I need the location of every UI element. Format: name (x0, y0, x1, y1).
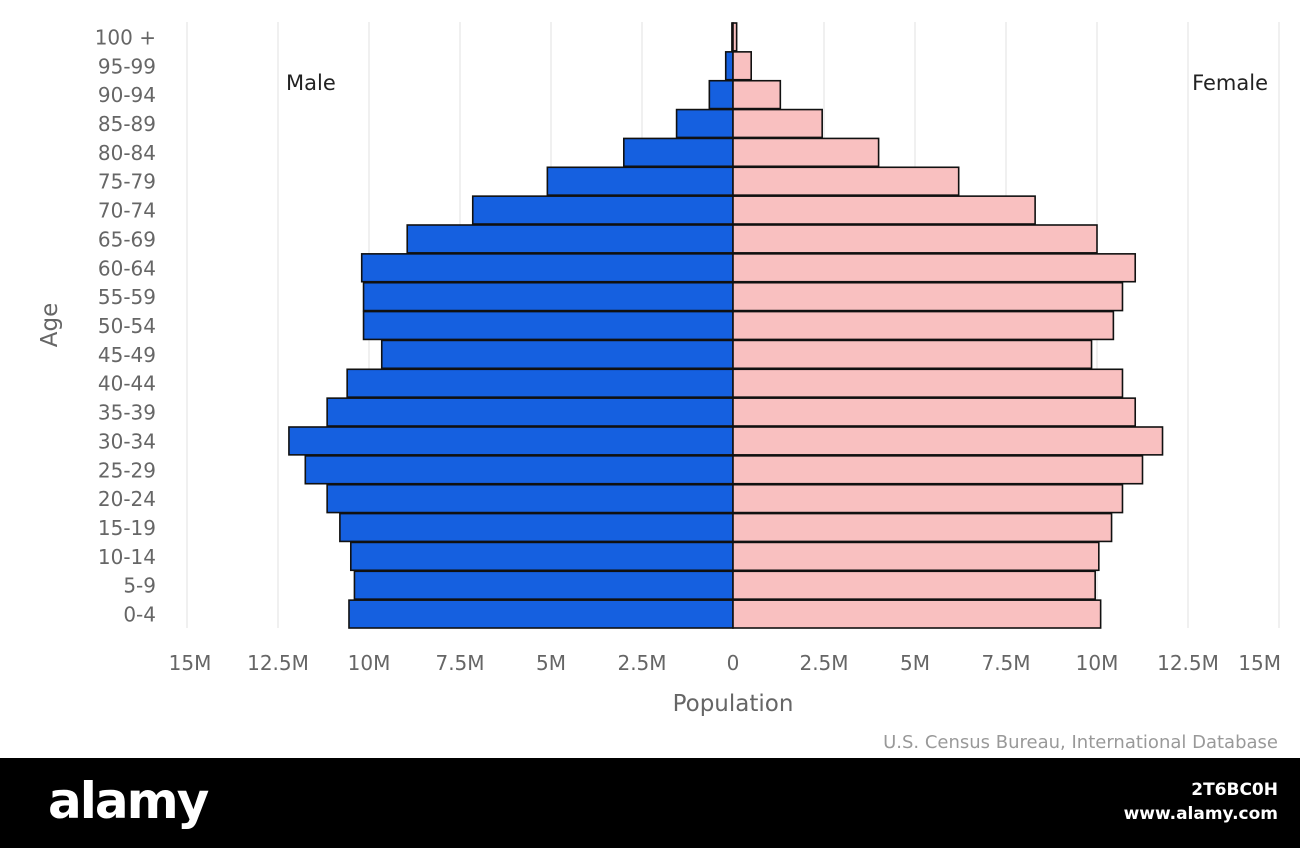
female-bar (732, 79, 782, 110)
female-bar (732, 339, 1093, 370)
female-bar (732, 397, 1137, 427)
female-bar (732, 426, 1164, 456)
male-bar (339, 512, 734, 543)
x-tick-label: 2.5M (799, 651, 848, 675)
y-axis-title: Age (37, 303, 63, 347)
age-tick-label: 55-59 (98, 285, 156, 309)
x-tick-label: 12.5M (1157, 651, 1219, 675)
x-tick-label: 10M (348, 651, 391, 675)
female-bar (732, 541, 1100, 572)
age-tick-label: 5-9 (123, 574, 156, 598)
female-bar (732, 22, 738, 52)
x-tick-label: 15M (169, 651, 212, 675)
female-bar (732, 570, 1096, 600)
x-tick-label: 12.5M (247, 651, 309, 675)
age-tick-label: 70-74 (98, 199, 156, 223)
x-tick-label: 5M (536, 651, 566, 675)
age-tick-label: 85-89 (98, 112, 156, 136)
male-bar (353, 570, 734, 600)
male-bar (288, 426, 734, 456)
female-bar (732, 512, 1113, 543)
female-bar (732, 108, 823, 139)
age-tick-label: 45-49 (98, 343, 156, 367)
male-bar (406, 224, 734, 254)
x-tick-label: 10M (1076, 651, 1119, 675)
male-bar (362, 310, 734, 341)
female-bar (732, 281, 1124, 312)
female-bar (732, 483, 1124, 514)
female-bar (732, 310, 1115, 341)
age-tick-label: 50-54 (98, 314, 156, 338)
series-label-female: Female (1192, 71, 1268, 95)
x-tick-label: 5M (900, 651, 930, 675)
male-bar (708, 79, 734, 110)
population-pyramid-chart: 0-4 5-9 10-14 15-19 20-24 25-29 30-34 35-39 40-4… (37, 22, 1281, 753)
male-bar (346, 368, 734, 398)
female-bar (732, 137, 880, 168)
series-label-male: Male (286, 71, 336, 95)
male-bar (622, 137, 734, 168)
x-tick-label: 15M (1238, 651, 1281, 675)
male-bar (471, 195, 734, 225)
source-credit: U.S. Census Bureau, International Databa… (883, 732, 1278, 753)
male-bar (304, 455, 734, 485)
x-tick-label: 2.5M (617, 651, 666, 675)
age-tick-label: 95-99 (98, 54, 156, 78)
female-bar (732, 368, 1124, 398)
male-bar (724, 51, 734, 81)
male-bar (326, 483, 734, 514)
female-bar (732, 51, 753, 81)
x-axis-title: Population (673, 691, 794, 717)
male-bar (349, 541, 734, 572)
male-bar (362, 281, 734, 312)
female-bar (732, 224, 1098, 254)
age-tick-label: 0-4 (123, 603, 156, 627)
age-tick-label: 40-44 (98, 372, 156, 396)
age-tick-label: 100 + (95, 25, 156, 49)
male-bar (326, 397, 734, 427)
age-tick-label: 80-84 (98, 141, 156, 165)
female-bar (732, 253, 1137, 283)
female-bar (732, 195, 1036, 225)
x-tick-label: 7.5M (981, 651, 1030, 675)
age-tick-label: 20-24 (98, 487, 156, 511)
male-bar (546, 166, 734, 196)
age-tick-label: 10-14 (98, 545, 156, 569)
male-bar (348, 599, 734, 629)
age-tick-label: 25-29 (98, 458, 156, 482)
age-tick-label: 15-19 (98, 516, 156, 540)
image-id: 2T6BC0H (1191, 780, 1278, 800)
pyramid-svg: 0-4 5-9 10-14 15-19 20-24 25-29 30-34 35-39 40-4… (37, 22, 1281, 753)
watermark-footer: alamy 2T6BC0H www.alamy.com (0, 758, 1300, 848)
age-tick-label: 90-94 (98, 83, 156, 107)
age-tick-label: 30-34 (98, 429, 156, 453)
male-bar (360, 253, 734, 283)
x-tick-label: 7.5M (435, 651, 484, 675)
female-bar (732, 166, 960, 196)
age-tick-label: 75-79 (98, 170, 156, 194)
alamy-logo: alamy (48, 772, 209, 830)
watermark-url: www.alamy.com (1123, 804, 1278, 824)
age-tick-label: 60-64 (98, 256, 156, 280)
x-tick-label: 0 (727, 651, 740, 675)
age-tick-label: 35-39 (98, 401, 156, 425)
female-bar (732, 599, 1102, 629)
age-tick-label: 65-69 (98, 227, 156, 251)
male-bar (380, 339, 734, 370)
male-bar (675, 108, 734, 139)
female-bar (732, 455, 1144, 485)
